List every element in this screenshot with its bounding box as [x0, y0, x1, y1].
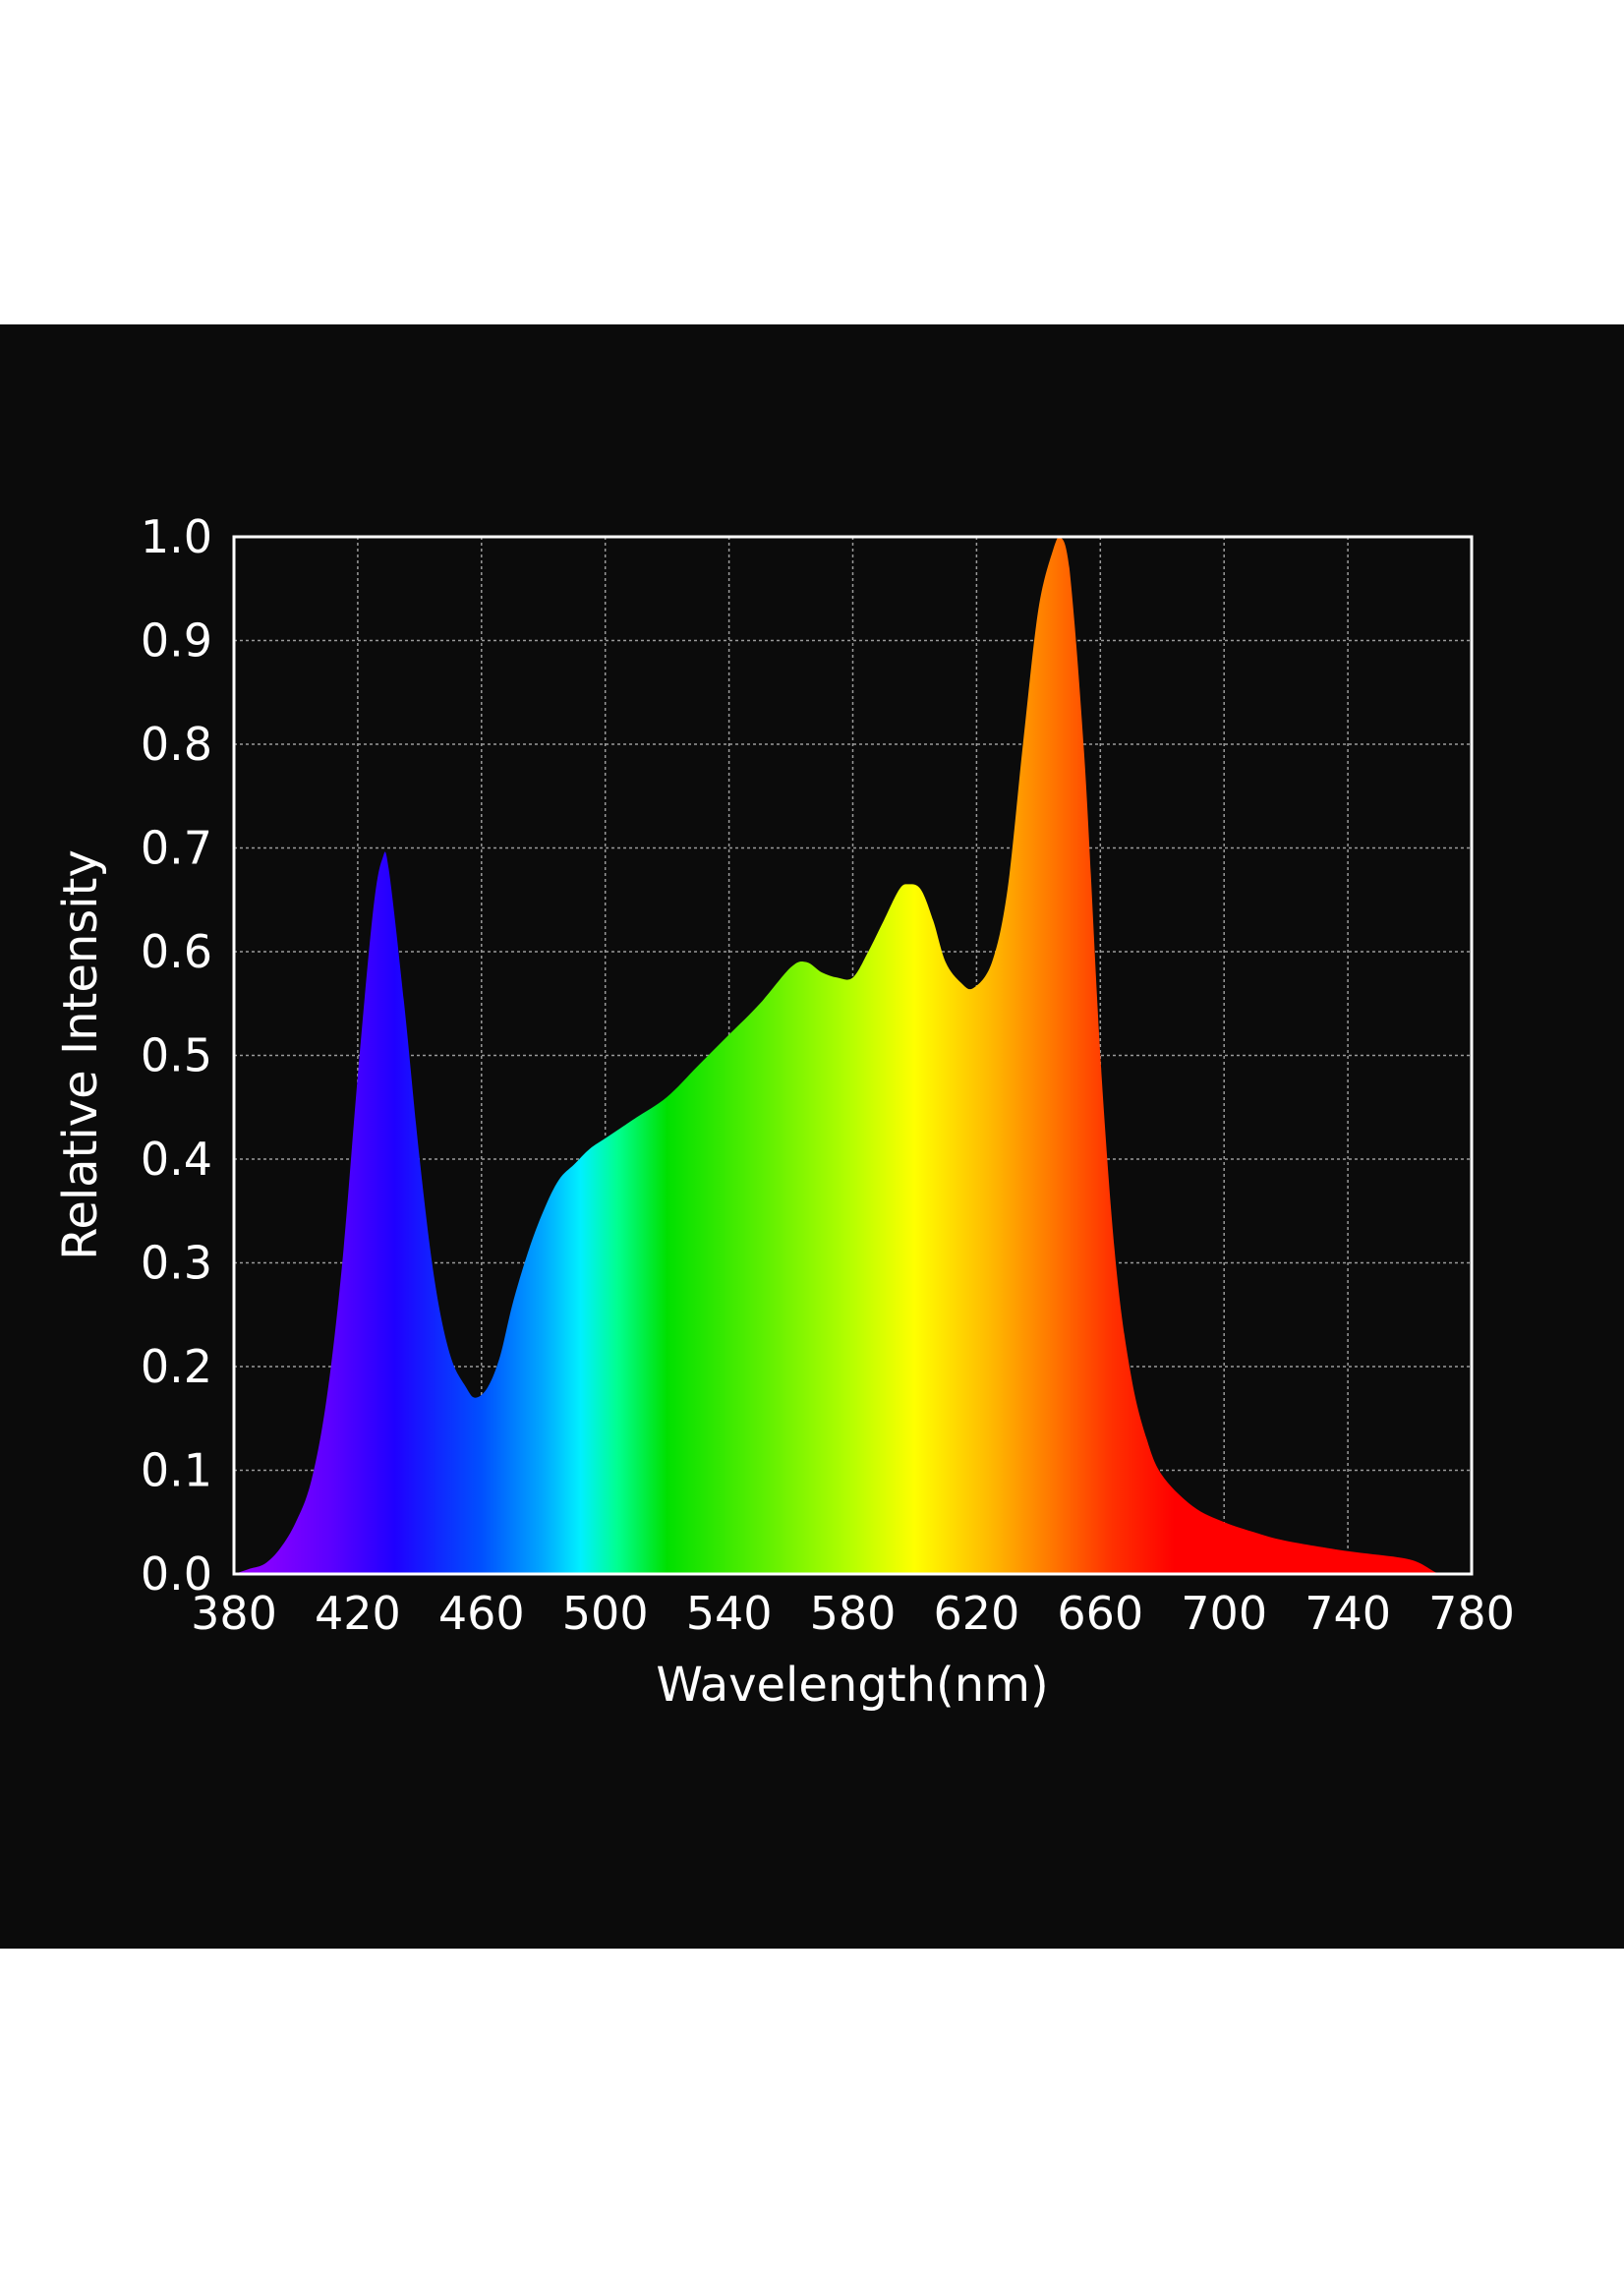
x-axis-label: Wavelength(nm): [656, 1658, 1048, 1713]
x-tick-label: 780: [1428, 1587, 1515, 1640]
y-tick-label: 0.8: [141, 718, 212, 771]
x-tick-label: 660: [1057, 1587, 1143, 1640]
y-tick-label: 0.3: [141, 1237, 212, 1290]
x-axis-ticks: 380 420 460 500 540 580 620 660 700 740 780: [191, 1587, 1515, 1640]
y-tick-label: 0.1: [141, 1444, 212, 1497]
y-axis-ticks: 0.0 0.1 0.2 0.3 0.4 0.5 0.6 0.7 0.8 0.9 1.0: [141, 510, 212, 1601]
y-tick-label: 1.0: [141, 510, 212, 563]
x-tick-label: 700: [1181, 1587, 1267, 1640]
x-tick-label: 420: [315, 1587, 401, 1640]
chart-panel: 0.0 0.1 0.2 0.3 0.4 0.5 0.6 0.7 0.8 0.9 1.0 380 420…: [0, 324, 1624, 1949]
spectrum-area-layer: [234, 537, 1472, 1574]
y-tick-label: 0.9: [141, 614, 212, 668]
x-tick-label: 500: [562, 1587, 649, 1640]
x-tick-label: 620: [933, 1587, 1019, 1640]
spectrum-chart: 0.0 0.1 0.2 0.3 0.4 0.5 0.6 0.7 0.8 0.9 1.0 380 420…: [53, 510, 1515, 1713]
y-tick-label: 0.0: [141, 1547, 212, 1601]
x-tick-label: 580: [810, 1587, 897, 1640]
x-tick-label: 740: [1305, 1587, 1391, 1640]
y-axis-label: Relative Intensity: [53, 849, 108, 1260]
grid: [234, 537, 1472, 1574]
y-tick-label: 0.7: [141, 822, 212, 875]
x-tick-label: 540: [686, 1587, 773, 1640]
y-tick-label: 0.4: [141, 1133, 212, 1186]
spectrum-area: [234, 537, 1472, 1574]
y-tick-label: 0.6: [141, 925, 212, 978]
y-tick-label: 0.5: [141, 1029, 212, 1082]
x-tick-label: 460: [438, 1587, 525, 1640]
plot-frame: [232, 535, 1474, 1576]
x-tick-label: 380: [191, 1587, 277, 1640]
y-tick-label: 0.2: [141, 1340, 212, 1393]
